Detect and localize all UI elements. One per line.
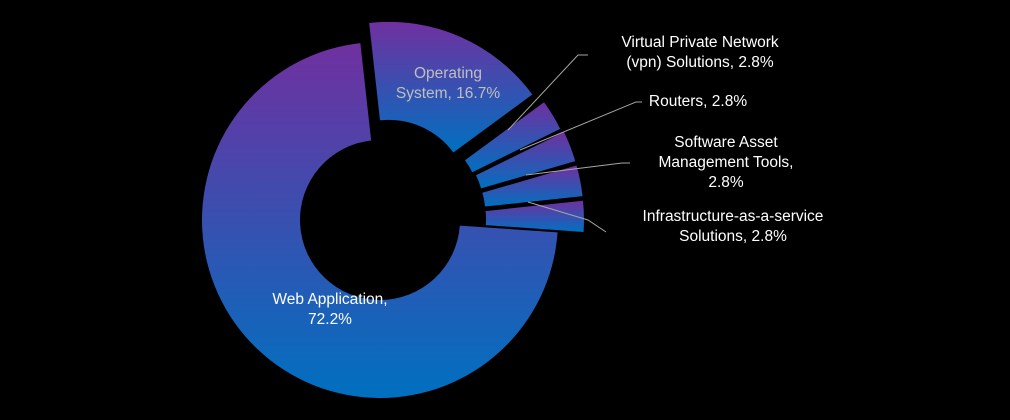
slice-software-asset-management-tools (482, 165, 583, 207)
slice-routers (476, 131, 576, 189)
chart-data-labels: Web Application, 72.2% Operating System, 16… (272, 34, 823, 328)
leader-line (527, 201, 607, 233)
leader-line (525, 162, 630, 176)
data-label: Operating System, 16.7% (396, 65, 500, 102)
data-label: Virtual Private Network (vpn) Solutions, … (621, 34, 779, 71)
data-label: Software Asset Management Tools, 2.8% (659, 134, 794, 191)
leader-line (507, 54, 588, 131)
data-label: Routers, 2.8% (649, 93, 747, 110)
leader-line (519, 101, 642, 151)
data-label: Infrastructure-as-a-service Solutions, 2.… (643, 208, 824, 245)
chart-slices (202, 21, 584, 399)
slice-operating-system (369, 21, 533, 153)
slice-infrastructure-as-a-service-solutions (485, 200, 584, 232)
slice-virtual-private-network-vpn-solutions (465, 102, 561, 173)
chart-leader-lines (507, 54, 642, 233)
data-label: Web Application, 72.2% (272, 291, 387, 328)
slice-web-application (202, 43, 558, 399)
